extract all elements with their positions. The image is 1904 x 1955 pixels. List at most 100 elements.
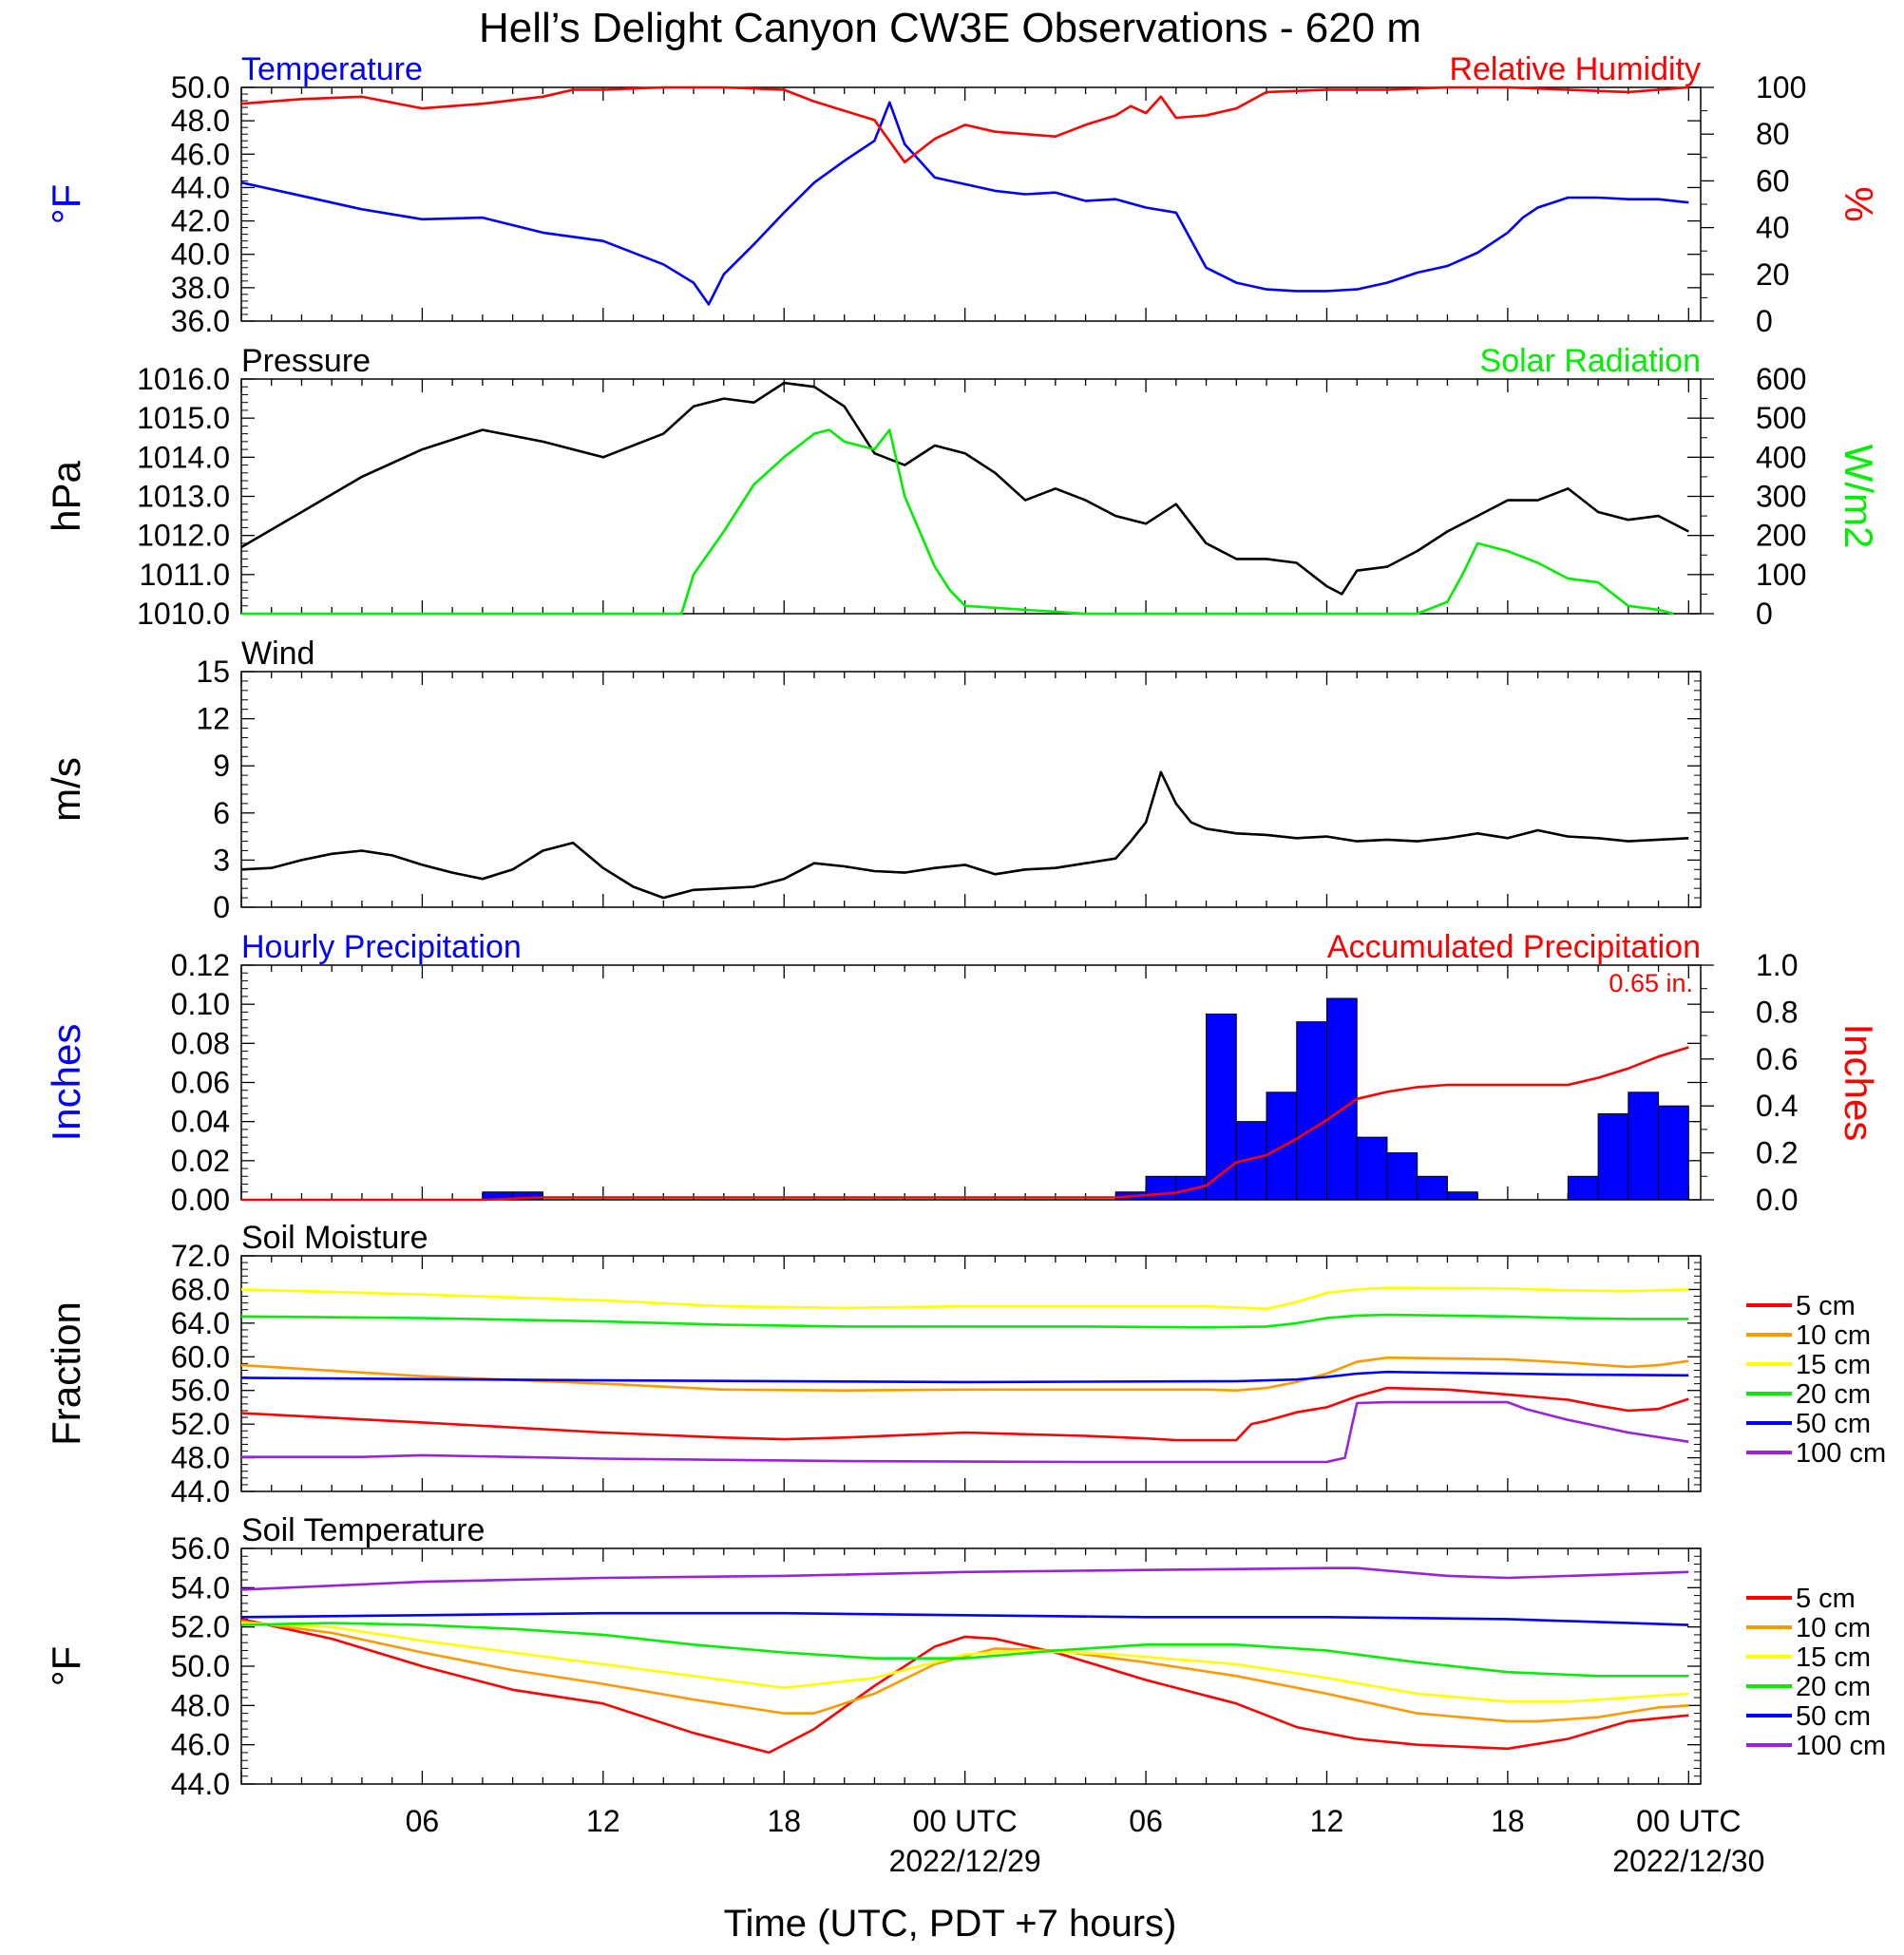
y-axis-label-left: m/s xyxy=(44,757,88,822)
precip-bar xyxy=(1386,1152,1418,1201)
panel-title-right: Accumulated Precipitation xyxy=(1327,929,1701,965)
precip-bar xyxy=(1356,1136,1388,1201)
y-tick-label-left: 40.0 xyxy=(171,237,230,272)
y-tick-label-left: 6 xyxy=(213,796,230,830)
y-axis-label-right: W/m2 xyxy=(1837,445,1881,549)
precip-bar xyxy=(1628,1091,1660,1201)
x-tick-label: 00 UTC xyxy=(1636,1804,1741,1838)
series-line-10-cm xyxy=(241,1356,1689,1392)
precip-bar xyxy=(1567,1175,1599,1201)
y-axis-label-left: °F xyxy=(44,1646,88,1686)
y-tick-label-left: 0.04 xyxy=(171,1105,230,1139)
x-axis: 06 12 18 00 UTC 2022/12/29 06 12 18 00 UTC 2022/1… xyxy=(406,1804,1765,1878)
y-tick-label-right: 200 xyxy=(1756,519,1806,553)
y-tick-label-left: 0.10 xyxy=(171,987,230,1021)
y-tick-label-left: 1014.0 xyxy=(137,440,230,474)
y-tick-label-left: 1011.0 xyxy=(140,558,231,592)
y-axis-label-left: hPa xyxy=(44,460,88,531)
y-tick-label-left: 68.0 xyxy=(171,1272,230,1306)
y-tick-label-left: 1012.0 xyxy=(137,519,230,553)
y-tick-label-right: 40 xyxy=(1756,211,1790,245)
series-group xyxy=(241,85,1689,306)
series-line-15-cm xyxy=(241,1286,1689,1311)
x-tick-label: 18 xyxy=(767,1804,801,1838)
y-tick-label-left: 48.0 xyxy=(171,104,230,138)
y-tick-label-left: 3 xyxy=(213,843,230,877)
legend-label: 10 cm xyxy=(1796,1613,1871,1643)
panel-title-left: Soil Temperature xyxy=(241,1512,485,1548)
panel-soil_temp: 44.0 46.0 48.0 50.0 52.0 54.0 56.0 Soil Tempera… xyxy=(44,1512,1886,1801)
plot-frame xyxy=(240,671,1702,908)
y-tick-label-right: 100 xyxy=(1756,70,1806,104)
accumulated-total-label: 0.65 in. xyxy=(1609,969,1693,997)
y-tick-label-left: 1010.0 xyxy=(137,597,230,631)
series-line-10-cm xyxy=(241,1620,1689,1723)
y-tick-label-left: 1016.0 xyxy=(137,362,230,396)
y-axis-label-left: Fraction xyxy=(44,1301,88,1446)
y-tick-label-right: 1.0 xyxy=(1756,948,1798,982)
y-tick-label-left: 50.0 xyxy=(171,1649,230,1683)
y-tick-label-right: 0.0 xyxy=(1756,1183,1798,1217)
precip-bar xyxy=(1658,1105,1689,1201)
x-tick-label: 12 xyxy=(1310,1804,1344,1838)
y-tick-label-left: 0.00 xyxy=(171,1183,230,1217)
y-tick-label-left: 48.0 xyxy=(171,1688,230,1722)
figure-title: Hell’s Delight Canyon CW3E Observations … xyxy=(479,5,1421,51)
legend-label: 50 cm xyxy=(1796,1701,1871,1732)
panel-title-left: Hourly Precipitation xyxy=(241,929,522,965)
y-tick-label-left: 50.0 xyxy=(171,70,230,104)
y-tick-label-right: 0 xyxy=(1756,597,1773,631)
y-tick-label-right: 80 xyxy=(1756,117,1790,151)
y-tick-label-left: 44.0 xyxy=(171,1474,230,1509)
legend-label: 5 cm xyxy=(1796,1584,1856,1614)
y-tick-label-right: 100 xyxy=(1756,558,1806,592)
panel-wind: 0 3 6 9 12 15 Wind m/s xyxy=(44,636,1702,924)
y-tick-label-left: 1013.0 xyxy=(137,480,230,514)
legend-label: 15 cm xyxy=(1796,1642,1871,1673)
y-tick-label-left: 46.0 xyxy=(171,1728,230,1762)
y-tick-label-left: 52.0 xyxy=(171,1407,230,1441)
x-date-label: 2022/12/30 xyxy=(1612,1844,1764,1878)
y-tick-label-left: 0.02 xyxy=(171,1144,230,1178)
y-tick-label-left: 72.0 xyxy=(171,1239,230,1273)
series-group xyxy=(241,770,1689,900)
panel-title-left: Wind xyxy=(241,636,314,672)
y-tick-label-left: 38.0 xyxy=(171,271,230,305)
y-tick-label-left: 0.12 xyxy=(171,948,230,982)
y-tick-label-left: 0.06 xyxy=(171,1066,230,1100)
precip-bar xyxy=(1325,997,1358,1201)
precip-bar xyxy=(512,1191,543,1201)
series-line-temperature xyxy=(241,101,1689,306)
series-line-wind xyxy=(241,770,1689,900)
x-tick-label: 00 UTC xyxy=(913,1804,1018,1838)
y-tick-label-right: 0.4 xyxy=(1756,1089,1798,1123)
legend-label: 20 cm xyxy=(1796,1379,1871,1410)
panel-title-right: Relative Humidity xyxy=(1449,51,1701,87)
series-line-100-cm xyxy=(241,1566,1689,1591)
series-line-pressure xyxy=(241,381,1689,596)
panel-pres_solar: 1010.0 1011.0 1012.0 1013.0 1014.0 1015.0 1016… xyxy=(44,343,1881,631)
y-tick-label-left: 1015.0 xyxy=(137,401,230,435)
y-tick-label-left: 15 xyxy=(196,655,230,689)
y-tick-label-left: 0 xyxy=(213,890,230,924)
series-group xyxy=(241,1286,1689,1464)
series-line-20-cm xyxy=(241,1313,1689,1329)
y-tick-label-left: 64.0 xyxy=(171,1306,230,1340)
series-line-accumulated-precipitation xyxy=(241,1046,1689,1202)
y-axis-label-left: °F xyxy=(44,184,88,224)
x-tick-label: 06 xyxy=(1129,1804,1163,1838)
y-tick-label-right: 400 xyxy=(1756,440,1806,474)
panel-temp_rh: 36.038.040.042.044.046.048.050.0 0 20 40 60 8… xyxy=(44,51,1881,338)
precip-bar xyxy=(1446,1191,1478,1201)
panels: 36.038.040.042.044.046.048.050.002040608… xyxy=(44,51,1886,1801)
y-tick-label-right: 0.8 xyxy=(1756,995,1798,1029)
y-tick-label-left: 0.08 xyxy=(171,1026,230,1060)
series-line-5-cm xyxy=(241,1386,1689,1442)
y-tick-label-left: 44.0 xyxy=(171,1767,230,1801)
legend-label: 20 cm xyxy=(1796,1672,1871,1702)
y-tick-label-right: 0.2 xyxy=(1756,1136,1798,1170)
x-date-label: 2022/12/29 xyxy=(889,1844,1041,1878)
panel-title-left: Soil Moisture xyxy=(241,1220,428,1256)
precip-bar xyxy=(1296,1021,1327,1201)
y-tick-label-right: 500 xyxy=(1756,401,1806,435)
